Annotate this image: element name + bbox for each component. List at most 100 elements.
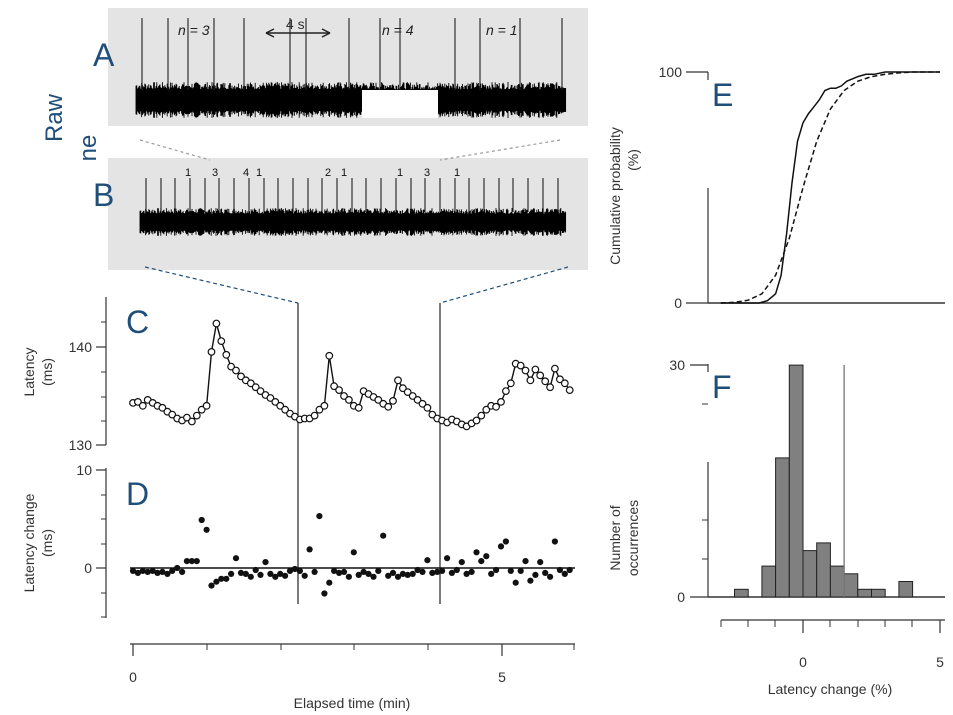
- latency-change-point: [360, 568, 367, 576]
- panel-c-plot: [129, 319, 574, 431]
- latency-change-point: [321, 590, 328, 597]
- e-y-tick-0: 0: [674, 295, 682, 311]
- latency-change-point: [522, 558, 529, 565]
- latency-change-point: [493, 566, 500, 574]
- latency-point: [506, 379, 515, 388]
- latency-change-point: [488, 570, 495, 578]
- panel-a-trace: [135, 18, 567, 118]
- latency-change-point: [370, 573, 377, 580]
- panel-a-occluder: [362, 90, 438, 118]
- latency-point: [133, 398, 142, 406]
- latency-change-point: [311, 568, 318, 576]
- latency-point: [182, 413, 191, 422]
- histogram-bar: [871, 588, 886, 598]
- latency-point: [197, 405, 206, 414]
- panel-c-y-axis: [96, 297, 107, 446]
- latency-change-point: [385, 572, 392, 579]
- panel-letter-e: E: [712, 77, 733, 113]
- latency-point: [217, 337, 226, 346]
- latency-point: [158, 403, 167, 412]
- latency-change-point: [497, 543, 505, 550]
- x-tick-5: 5: [498, 669, 506, 685]
- latency-point: [345, 396, 353, 404]
- panel-letter-c: C: [126, 304, 149, 340]
- latency-change-point: [159, 568, 166, 576]
- latency-change-point: [144, 568, 151, 576]
- n-label-2: n = 4: [382, 22, 414, 38]
- b-index-label: 2: [325, 167, 331, 179]
- latency-change-point: [399, 570, 406, 578]
- latency-change-point: [380, 532, 387, 539]
- scale-bar-label: 4 s: [286, 16, 305, 32]
- latency-point: [394, 376, 402, 385]
- latency-change-point: [419, 568, 426, 576]
- latency-point: [403, 388, 412, 397]
- latency-change-point: [286, 567, 294, 575]
- f-x-tick-5: 5: [936, 654, 944, 670]
- latency-change-point: [350, 549, 357, 556]
- latency-point: [526, 376, 535, 385]
- latency-change-point: [213, 578, 220, 585]
- latency-change-point: [252, 566, 259, 574]
- latency-change-point: [306, 546, 313, 553]
- latency-change-point: [394, 573, 402, 580]
- latency-point: [227, 362, 236, 371]
- histogram-bar: [898, 581, 914, 598]
- latency-point: [477, 411, 486, 420]
- panel-d-plot: [129, 513, 573, 597]
- x-tick-0: 0: [129, 669, 137, 685]
- latency-change-point: [188, 558, 195, 565]
- latency-change-point: [272, 573, 279, 580]
- cdf-solid-line: [720, 71, 940, 304]
- panel-f-plot: [734, 364, 914, 598]
- latency-point: [276, 401, 285, 410]
- b-index-label: 1: [397, 167, 403, 179]
- e-ylabel-line2: (%): [625, 149, 641, 171]
- latency-point: [168, 410, 177, 419]
- latency-point: [256, 387, 265, 396]
- latency-change-point: [556, 566, 564, 574]
- latency-point: [340, 392, 348, 400]
- latency-change-point: [331, 567, 338, 575]
- latency-change-point: [537, 559, 544, 566]
- e-ylabel-line1: Cumulative probability: [607, 127, 623, 265]
- latency-point: [565, 386, 574, 395]
- latency-point: [492, 402, 501, 411]
- histogram-bar: [857, 588, 872, 598]
- latency-change-point: [414, 566, 421, 574]
- latency-change-point: [389, 569, 397, 577]
- d-y-tick-0: 0: [84, 560, 92, 576]
- latency-change-point: [345, 573, 352, 580]
- latency-point: [320, 401, 329, 410]
- panel-d-y-axis: [96, 468, 107, 618]
- latency-change-point: [291, 565, 298, 573]
- latency-change-point: [208, 582, 215, 589]
- latency-change-point: [517, 567, 524, 575]
- cdf-dashed-line: [720, 71, 940, 304]
- latency-point: [472, 416, 481, 425]
- latency-point: [531, 365, 540, 374]
- latency-change-point: [326, 579, 333, 586]
- latency-change-point: [228, 570, 235, 578]
- a-b-connector-right: [439, 139, 561, 161]
- d-ylabel-line1: Latency change: [21, 493, 37, 592]
- latency-change-point: [532, 571, 539, 579]
- c-y-tick-140: 140: [69, 339, 93, 355]
- c-ylabel-line2: (ms): [39, 358, 55, 386]
- latency-point: [374, 396, 383, 404]
- b-c-guide-left: [144, 266, 299, 304]
- latency-point: [423, 403, 432, 412]
- latency-change-point: [316, 513, 323, 520]
- latency-point: [192, 411, 201, 420]
- latency-change-point: [301, 572, 308, 579]
- latency-change-point: [242, 570, 249, 578]
- f-y-tick-0: 0: [677, 589, 685, 605]
- b-index-label: 3: [212, 167, 218, 179]
- histogram-bar: [775, 457, 790, 598]
- histogram-bar: [843, 573, 859, 598]
- latency-change-point: [134, 569, 141, 577]
- latency-change-point: [468, 568, 475, 576]
- latency-change-point: [149, 567, 156, 575]
- latency-change-point: [502, 538, 509, 545]
- latency-point: [497, 398, 505, 406]
